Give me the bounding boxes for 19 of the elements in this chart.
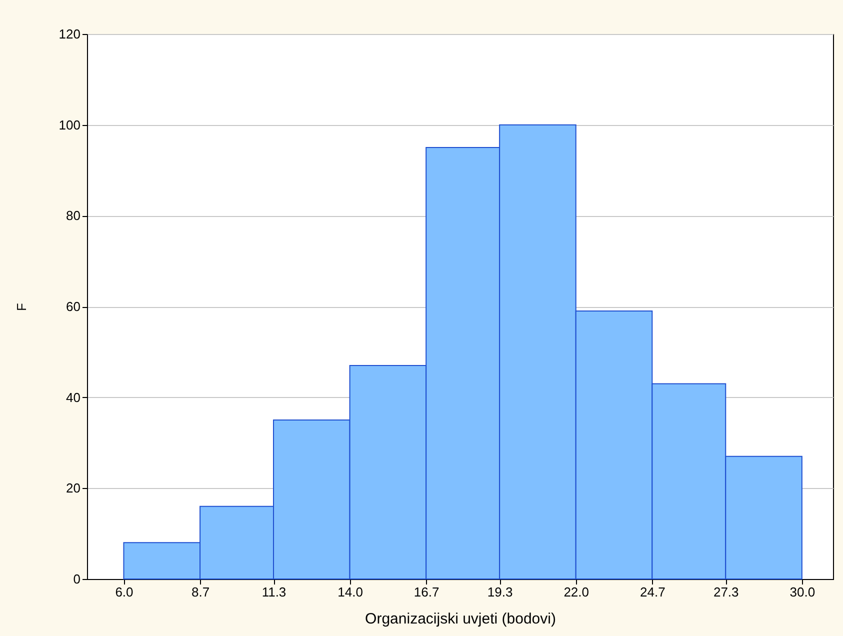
y-tick-label: 80 — [66, 208, 80, 224]
x-tick-label: 27.3 — [713, 584, 739, 600]
x-tick-label: 14.0 — [338, 584, 363, 600]
y-tick-label: 120 — [58, 26, 80, 42]
x-axis-title: Organizacijski uvjeti (bodovi) — [365, 610, 556, 628]
x-tick-label: 30.0 — [790, 584, 816, 600]
y-tick-label: 100 — [58, 117, 80, 132]
y-axis-title: F — [14, 302, 29, 311]
x-tick-label: 24.7 — [640, 584, 666, 600]
x-tick-label: 16.7 — [414, 584, 440, 600]
x-tick-label: 19.3 — [487, 584, 513, 600]
x-tick-label: 11.3 — [262, 584, 286, 600]
y-tick-label: 60 — [66, 299, 80, 314]
y-tick-label: 20 — [66, 480, 80, 496]
x-tick-label: 22.0 — [564, 584, 590, 600]
y-tick-label: 0 — [73, 572, 80, 586]
y-tick-label: 40 — [66, 390, 80, 405]
x-tick-label: 8.7 — [191, 584, 210, 600]
x-tick-label: 6.0 — [115, 584, 134, 600]
